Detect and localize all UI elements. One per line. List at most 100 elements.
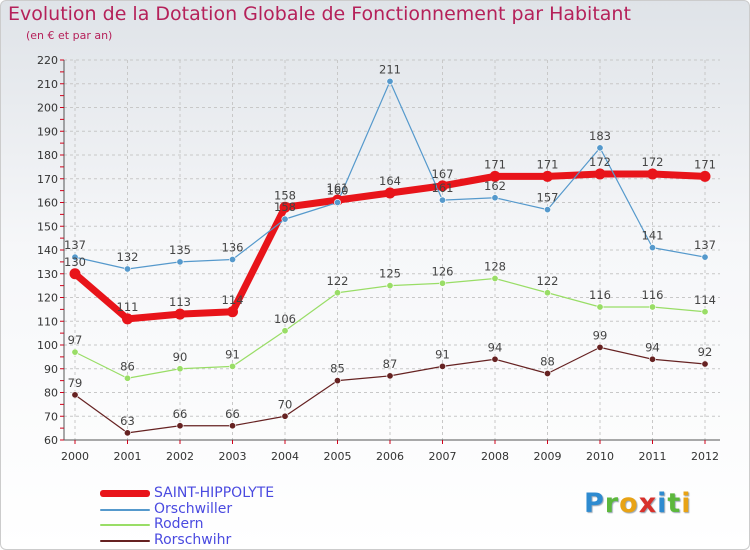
x-tick-label: 2010 (586, 450, 614, 463)
data-label: 136 (222, 241, 244, 255)
data-label: 114 (222, 293, 244, 307)
data-label: 122 (327, 274, 349, 288)
data-point (543, 369, 551, 377)
data-point (122, 313, 133, 325)
y-tick-label: 170 (37, 173, 58, 186)
data-label: 111 (117, 300, 139, 314)
data-label: 91 (435, 347, 450, 361)
data-point (386, 77, 394, 85)
data-point (438, 362, 446, 370)
data-point (543, 206, 551, 214)
y-tick-label: 210 (37, 78, 58, 91)
data-label: 172 (589, 155, 611, 169)
x-tick-label: 2004 (271, 450, 299, 463)
data-label: 94 (645, 340, 660, 354)
data-point (281, 327, 289, 335)
data-label: 158 (274, 200, 296, 214)
data-label: 135 (169, 243, 191, 257)
legend-label: Rorschwihr (154, 531, 232, 548)
data-label: 94 (488, 340, 503, 354)
data-label: 183 (589, 129, 611, 143)
data-point (229, 422, 237, 430)
x-tick-label: 2009 (534, 450, 562, 463)
y-tick-label: 90 (44, 363, 58, 376)
y-tick-label: 70 (44, 410, 58, 423)
data-point (596, 303, 604, 311)
y-tick-label: 160 (37, 197, 58, 210)
data-point (699, 170, 711, 182)
data-label: 157 (537, 191, 559, 205)
data-label: 90 (173, 350, 188, 364)
x-tick-label: 2003 (219, 450, 247, 463)
data-point (333, 377, 341, 385)
data-label: 106 (274, 312, 296, 326)
legend-swatch (100, 539, 150, 542)
x-tick-label: 2006 (376, 450, 404, 463)
data-label: 66 (173, 407, 188, 421)
data-label: 172 (642, 155, 664, 169)
data-label: 171 (537, 157, 559, 171)
data-label: 164 (379, 174, 401, 188)
data-point (438, 196, 446, 204)
data-point (542, 170, 553, 182)
y-tick-label: 150 (37, 220, 58, 233)
y-tick-label: 60 (44, 434, 58, 447)
data-point (176, 258, 184, 266)
legend-label: SAINT-HIPPOLYTE (154, 485, 275, 501)
data-label: 114 (694, 293, 716, 307)
legend-label: Rodern (154, 516, 204, 532)
data-label: 92 (698, 345, 713, 359)
x-tick-label: 2012 (691, 450, 719, 463)
data-point (281, 215, 289, 223)
data-point (438, 279, 446, 287)
data-label: 130 (64, 255, 86, 269)
proxiti-logo: Proxiti (584, 488, 692, 519)
data-label: 141 (642, 229, 664, 243)
data-point (596, 343, 604, 351)
data-point (437, 180, 448, 192)
data-point (229, 255, 237, 263)
data-label: 99 (593, 328, 608, 342)
data-label: 63 (120, 414, 135, 428)
y-tick-label: 200 (37, 102, 58, 115)
legend-swatch (100, 508, 150, 511)
data-label: 161 (327, 181, 349, 195)
data-point (124, 374, 132, 382)
legend-swatch (100, 524, 150, 526)
data-point (176, 422, 184, 430)
data-label: 85 (330, 362, 345, 376)
x-tick-label: 2005 (324, 450, 352, 463)
data-point (491, 274, 499, 282)
data-point (647, 168, 658, 180)
legend-swatch (100, 490, 150, 497)
data-label: 116 (642, 288, 664, 302)
data-point (281, 412, 289, 420)
x-tick-label: 2007 (429, 450, 457, 463)
x-tick-label: 2001 (114, 450, 142, 463)
data-point (701, 360, 709, 368)
legend-label: Orschwiller (154, 500, 233, 517)
data-label: 125 (379, 267, 401, 281)
y-tick-label: 220 (37, 54, 58, 67)
data-label: 128 (484, 260, 506, 274)
y-tick-label: 130 (37, 268, 58, 281)
data-label: 88 (540, 355, 555, 369)
data-point (174, 308, 186, 320)
data-point (227, 306, 238, 318)
data-point (701, 253, 709, 261)
y-tick-label: 140 (37, 244, 58, 257)
x-tick-label: 2002 (166, 450, 194, 463)
data-point (648, 303, 656, 311)
chart-title: Evolution de la Dotation Globale de Fonc… (8, 3, 631, 25)
data-label: 126 (432, 264, 454, 278)
data-point (71, 253, 79, 261)
data-point (489, 170, 501, 182)
y-tick-label: 180 (37, 149, 58, 162)
data-point (648, 244, 656, 252)
x-tick-label: 2011 (639, 450, 667, 463)
data-label: 91 (225, 347, 240, 361)
data-label: 211 (379, 62, 401, 76)
data-label: 158 (274, 188, 296, 202)
data-label: 132 (117, 250, 139, 264)
